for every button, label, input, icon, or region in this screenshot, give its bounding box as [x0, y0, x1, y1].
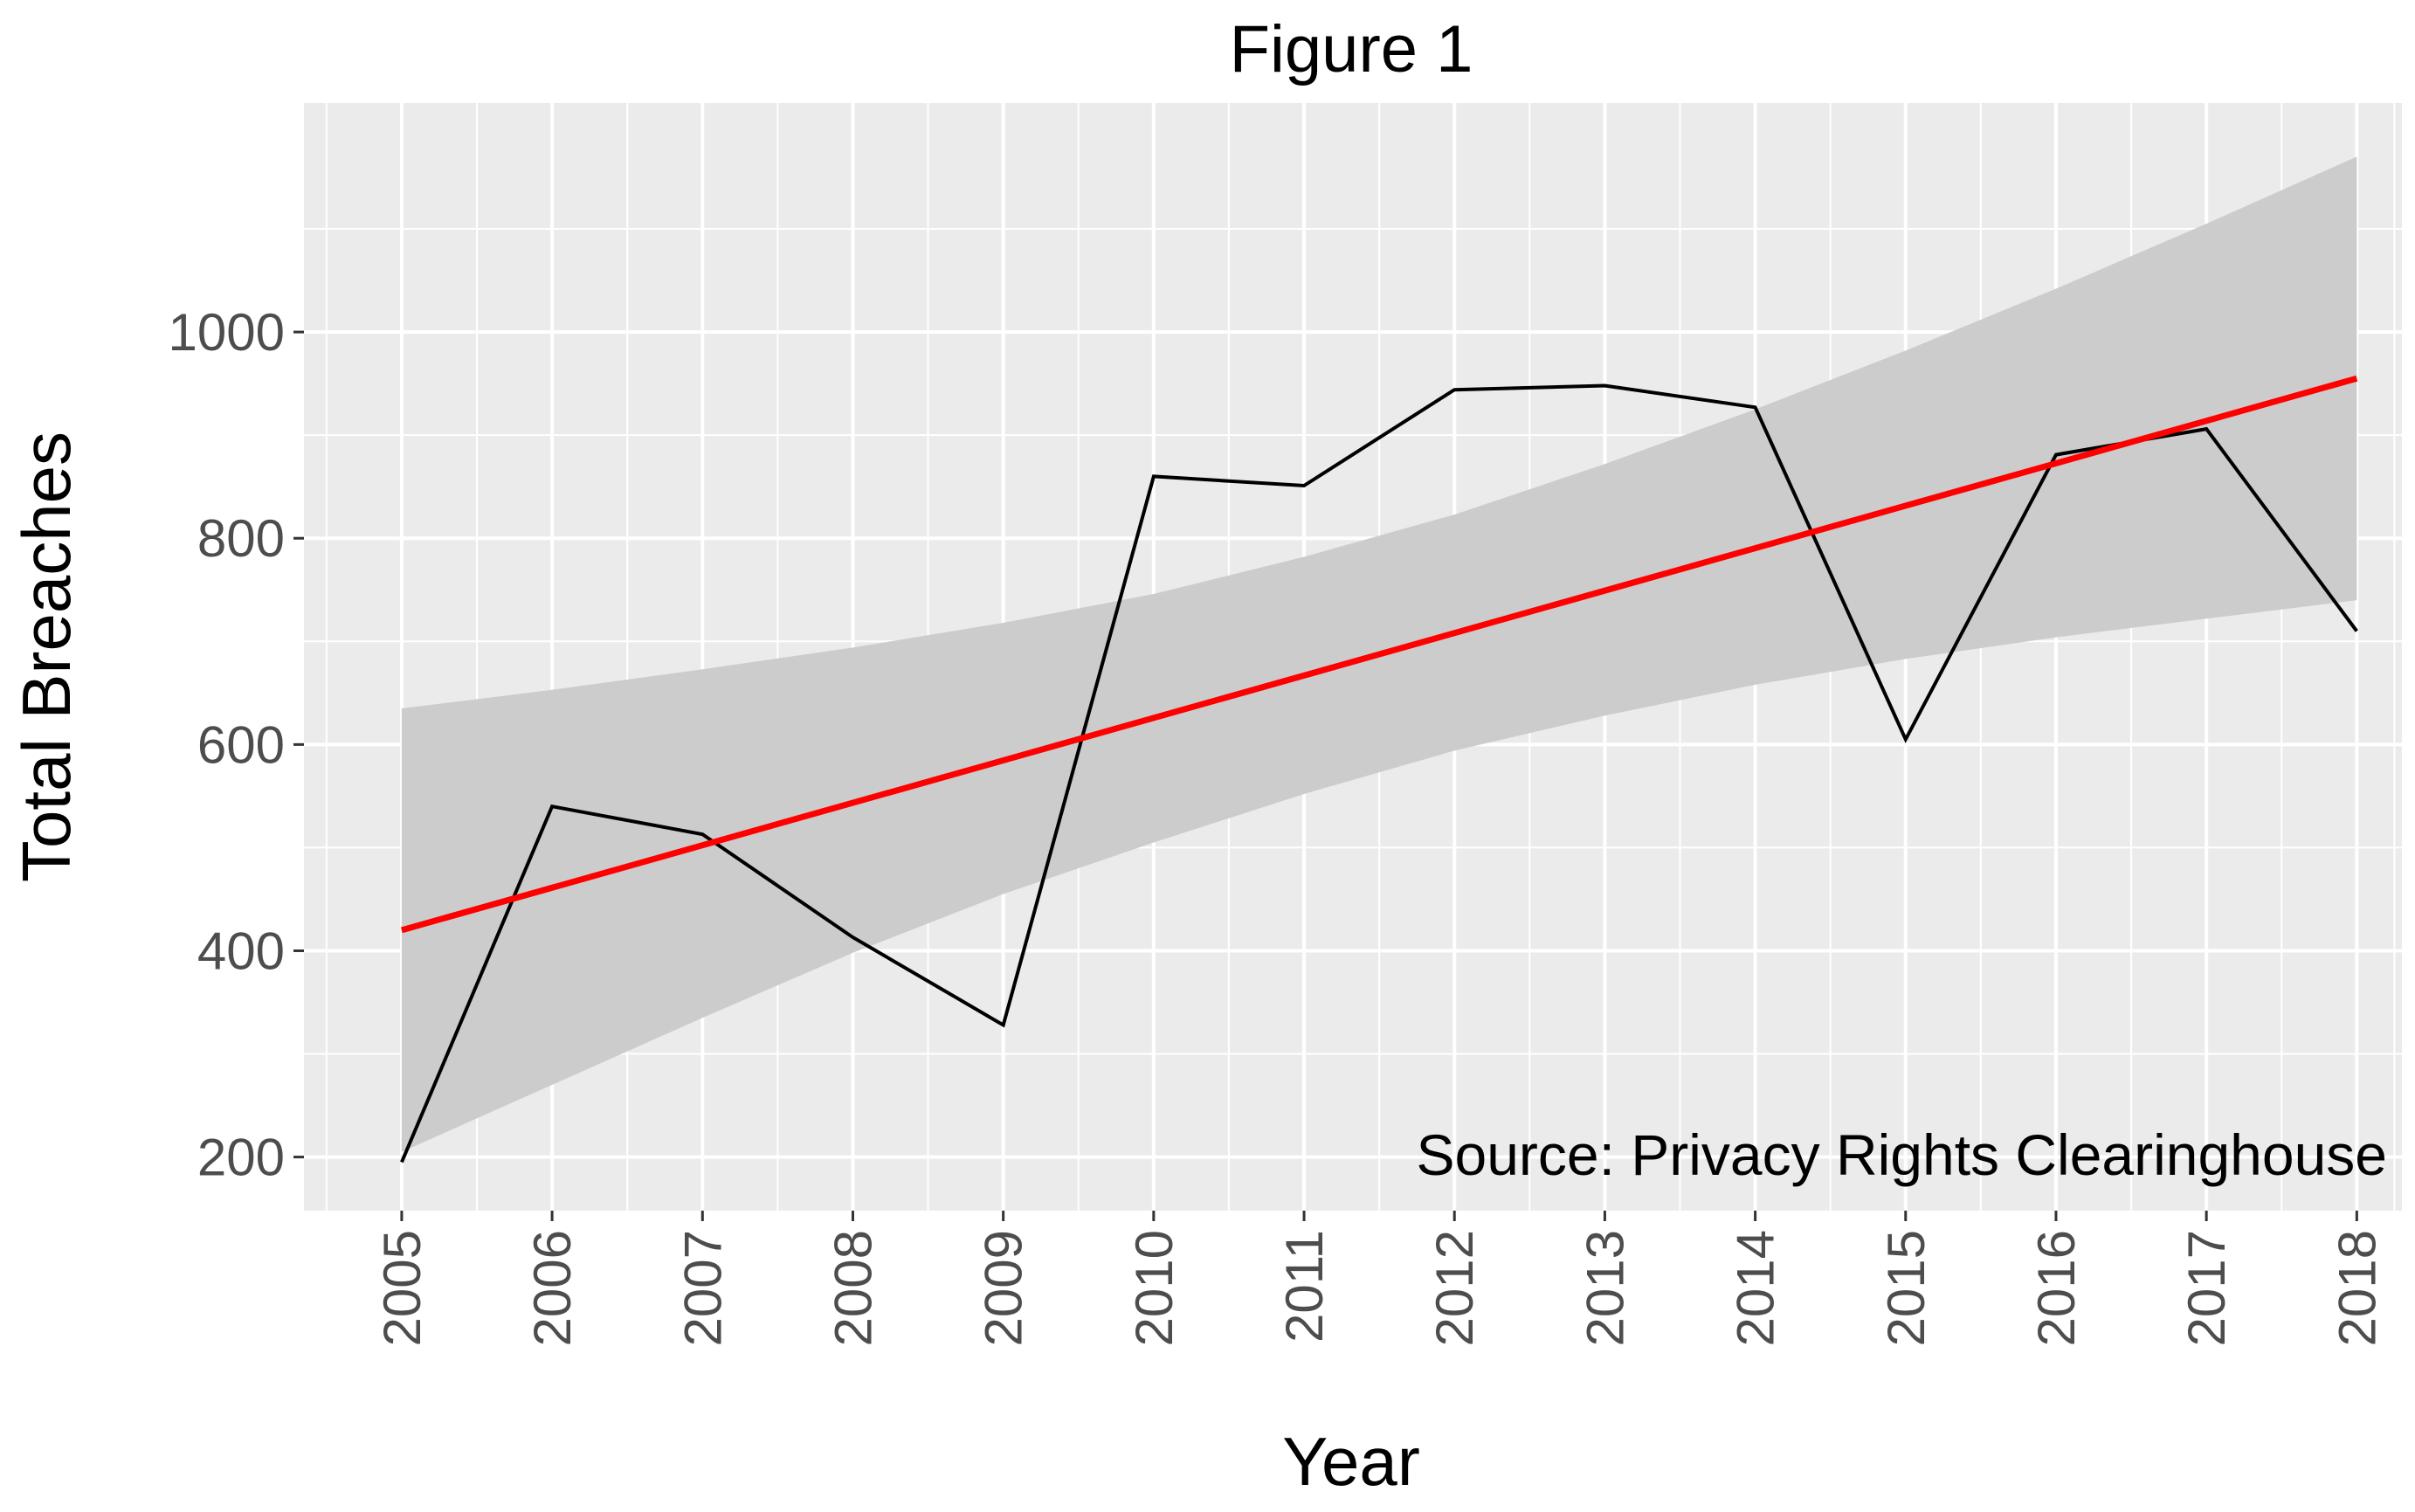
chart-title: Figure 1: [1230, 12, 1473, 86]
y-tick-label-600: 600: [197, 715, 285, 774]
x-tick-label-2014: 2014: [1727, 1230, 1785, 1346]
y-tick-label-800: 800: [197, 509, 285, 568]
source-annotation: Source: Privacy Rights Clearinghouse: [1416, 1122, 2387, 1187]
x-tick-label-2013: 2013: [1576, 1230, 1634, 1346]
y-axis: 200 400 600 800 1000: [169, 303, 304, 1187]
x-tick-label-2018: 2018: [2328, 1230, 2386, 1346]
x-tick-label-2015: 2015: [1877, 1230, 1935, 1346]
x-tick-label-2012: 2012: [1425, 1230, 1484, 1346]
y-tick-label-200: 200: [197, 1129, 285, 1187]
x-tick-label-2017: 2017: [2177, 1230, 2236, 1346]
x-tick-label-2016: 2016: [2027, 1230, 2086, 1346]
x-axis: 2005 2006 2007 2008 2009 2010 2011 2012 2013 2014…: [373, 1211, 2386, 1346]
x-tick-label-2011: 2011: [1275, 1230, 1334, 1343]
x-tick-label-2006: 2006: [523, 1230, 582, 1346]
y-axis-title: Total Breaches: [8, 432, 85, 882]
y-tick-label-1000: 1000: [169, 303, 285, 362]
series-line-total-breaches: [400, 383, 2358, 1163]
x-tick-label-2009: 2009: [975, 1230, 1033, 1346]
x-tick-label-2007: 2007: [673, 1230, 732, 1346]
y-tick-label-400: 400: [197, 922, 285, 980]
x-tick-label-2005: 2005: [373, 1230, 431, 1346]
x-tick-label-2008: 2008: [824, 1230, 882, 1346]
x-axis-title: Year: [1282, 1423, 1420, 1500]
trend-line: [400, 375, 2358, 934]
x-tick-label-2010: 2010: [1125, 1230, 1183, 1346]
